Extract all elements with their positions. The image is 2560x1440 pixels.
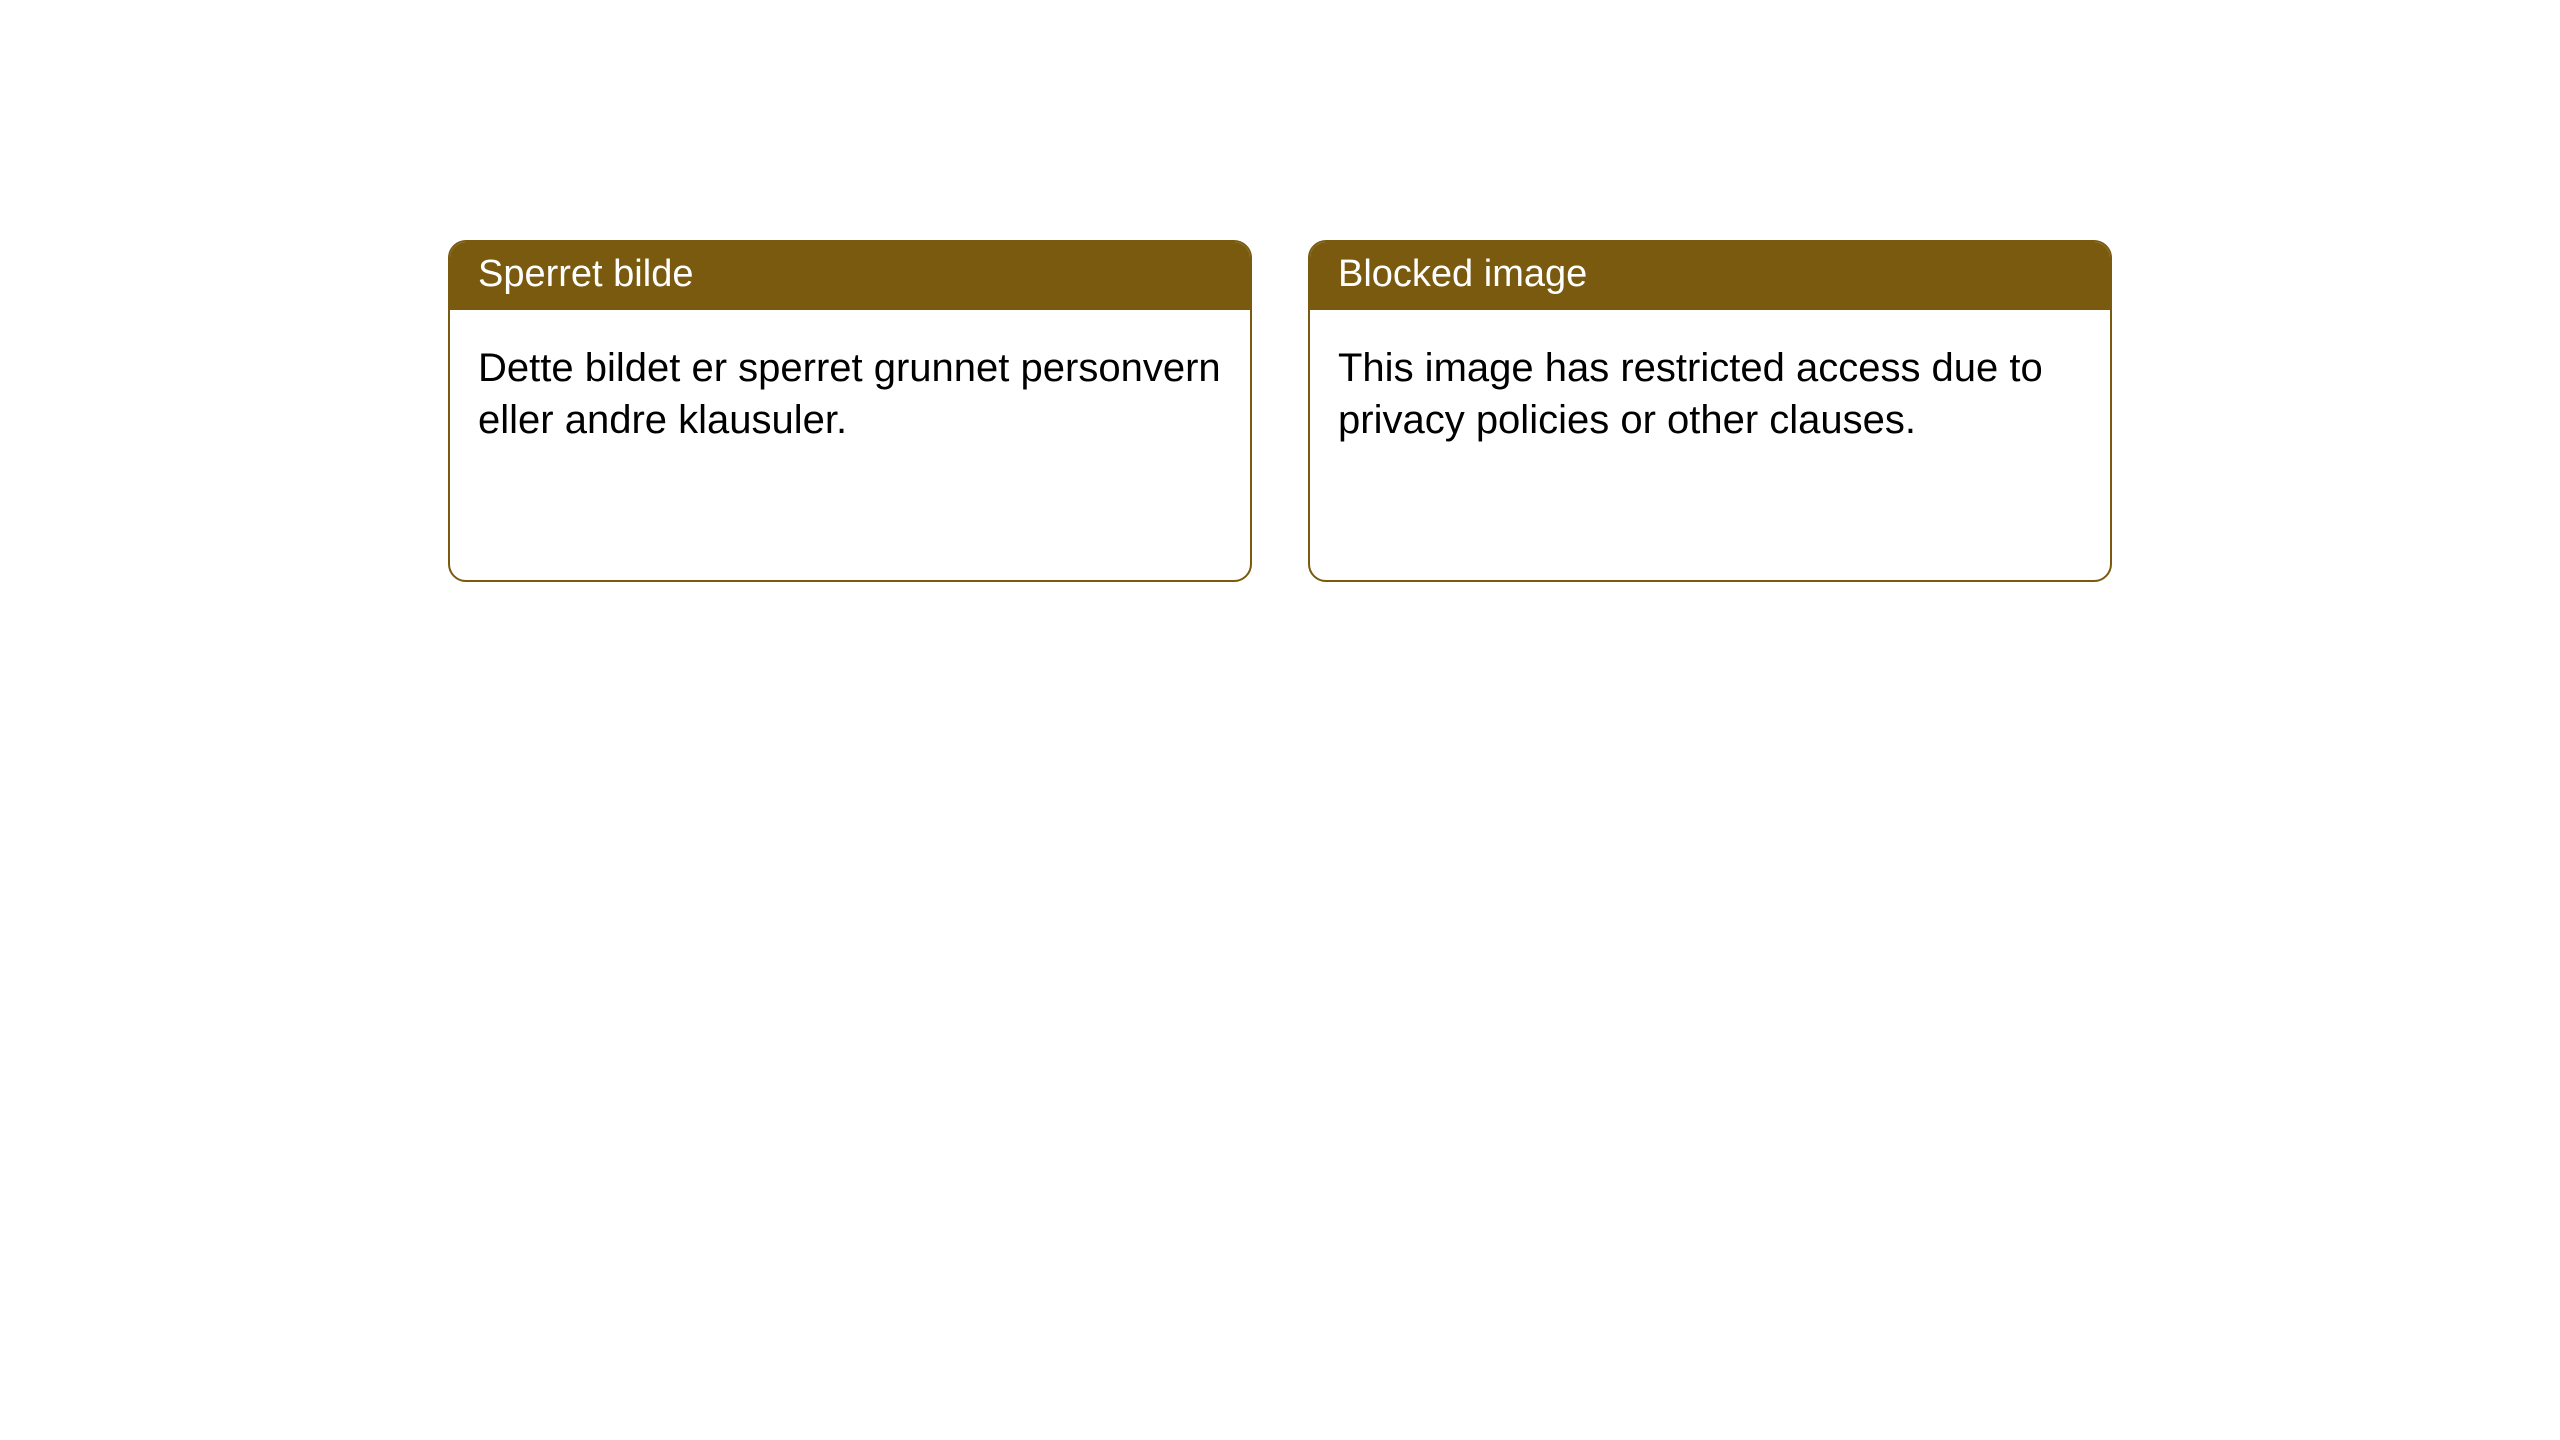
notice-header-no: Sperret bilde [450, 242, 1250, 310]
notice-body-en: This image has restricted access due to … [1310, 310, 2110, 580]
notice-card-en: Blocked image This image has restricted … [1308, 240, 2112, 582]
notice-card-no: Sperret bilde Dette bildet er sperret gr… [448, 240, 1252, 582]
notice-container: Sperret bilde Dette bildet er sperret gr… [0, 0, 2560, 582]
notice-body-no: Dette bildet er sperret grunnet personve… [450, 310, 1250, 580]
notice-header-en: Blocked image [1310, 242, 2110, 310]
